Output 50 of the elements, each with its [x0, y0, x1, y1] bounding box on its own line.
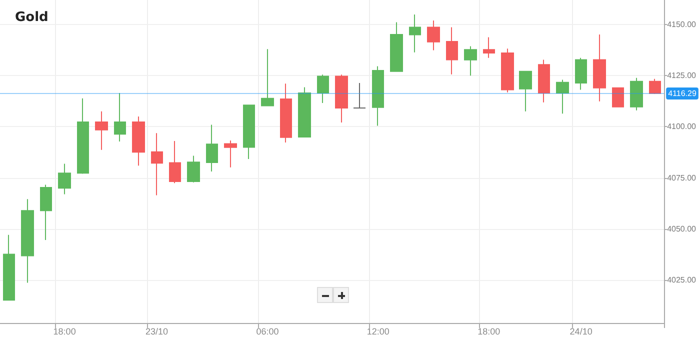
candlestick	[519, 70, 532, 112]
x-tick-label: 18:00	[478, 326, 500, 336]
candlestick	[593, 34, 606, 102]
candlestick	[77, 98, 89, 174]
candlestick	[649, 78, 661, 95]
candlestick	[243, 104, 255, 160]
ref-line-label: 4116.29	[668, 88, 697, 98]
y-tick-label: 4050.00	[667, 224, 697, 234]
candlestick	[501, 48, 514, 93]
y-tick-label: 4125.00	[667, 71, 697, 80]
x-tick-label: 23/10	[146, 326, 168, 336]
candlestick	[21, 198, 34, 284]
x-tick-label: 06:00	[256, 326, 279, 336]
candlestick	[427, 20, 440, 51]
candlestick	[169, 140, 181, 184]
candlestick	[58, 163, 71, 195]
candlestick	[224, 140, 237, 168]
candlestick	[114, 92, 126, 142]
x-tick-label: 24/10	[570, 326, 592, 336]
candlestick	[151, 132, 163, 196]
candlestick	[464, 46, 477, 76]
candlestick	[261, 48, 274, 107]
y-tick-label: 4150.00	[667, 20, 697, 30]
candlestick	[630, 77, 643, 111]
text: Gold	[15, 10, 48, 25]
candlestick	[95, 110, 108, 150]
candlestick	[3, 234, 15, 301]
candlestick	[372, 66, 384, 126]
candlestick	[390, 22, 403, 72]
x-tick-label: 12:00	[366, 326, 390, 336]
candlestick	[483, 36, 495, 58]
candlestick	[575, 57, 587, 90]
candlestick	[612, 87, 624, 108]
candlestick	[353, 82, 366, 109]
candlestick	[206, 124, 218, 172]
candlestick	[40, 184, 52, 240]
x-tick-label: 18:00	[53, 326, 76, 336]
y-tick-label: 4075.00	[667, 173, 697, 182]
candlestick	[187, 155, 200, 183]
candlestick	[298, 86, 311, 138]
candlestick	[280, 83, 292, 143]
candlestick	[556, 79, 569, 114]
candlestick	[538, 59, 550, 103]
candlestick	[317, 74, 329, 104]
y-tick-label: 4025.00	[667, 276, 697, 285]
candlestick	[446, 26, 458, 75]
candlestick	[132, 116, 145, 166]
candlestick	[335, 74, 348, 123]
candlestick	[409, 14, 421, 53]
y-tick-label: 4100.00	[667, 122, 697, 132]
